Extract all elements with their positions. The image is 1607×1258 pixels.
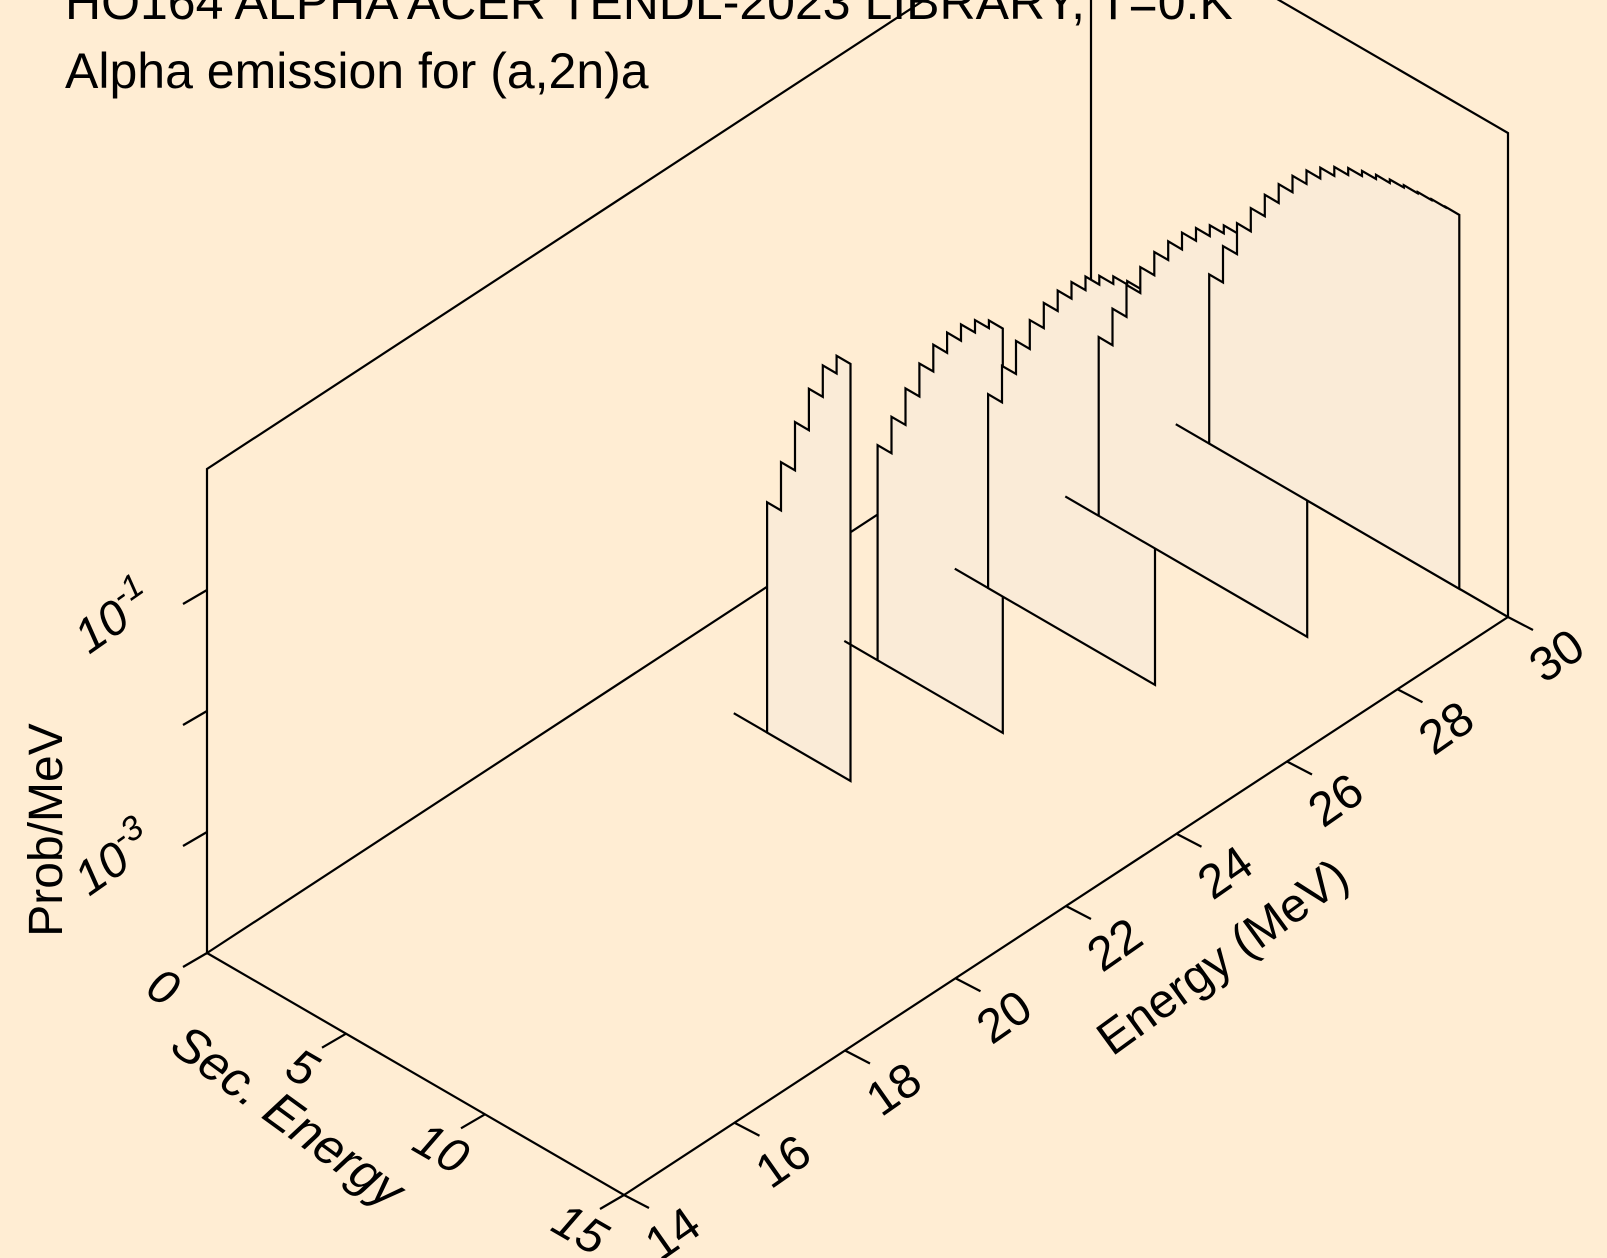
panel-baseline-26 bbox=[954, 567, 989, 590]
y-tick-label-10: 10 bbox=[404, 1113, 477, 1186]
panel-baseline-24 bbox=[843, 640, 879, 662]
x-tick-16 bbox=[733, 1121, 761, 1137]
x-tick-label-16: 16 bbox=[747, 1125, 821, 1199]
x-tick-20 bbox=[954, 977, 982, 993]
y-tick-label-0: 0 bbox=[138, 958, 188, 1017]
x-tick-22 bbox=[1065, 905, 1092, 920]
x-tick-28 bbox=[1396, 688, 1424, 704]
chart-title-line1: HO164 ALPHA ACER TENDL-2023 LIBRARY, T=0… bbox=[65, 0, 1233, 30]
x-tick-18 bbox=[844, 1049, 871, 1065]
z-tick-label-1: 10-1 bbox=[60, 566, 163, 664]
y-tick-label-15: 15 bbox=[543, 1193, 616, 1258]
z-tick--1 bbox=[182, 589, 208, 605]
right-wall bbox=[1276, 0, 1510, 617]
y-tick-5 bbox=[321, 1032, 347, 1049]
panel-baseline-28 bbox=[1064, 495, 1100, 517]
y-tick-10 bbox=[460, 1113, 486, 1130]
chart-title-line2: Alpha emission for (a,2n)a bbox=[65, 43, 649, 99]
x-tick-label-28: 28 bbox=[1410, 692, 1484, 766]
y-axis-label: Sec. Energy bbox=[161, 1014, 417, 1221]
x-tick-26 bbox=[1286, 760, 1313, 776]
x-tick-label-20: 20 bbox=[968, 981, 1042, 1055]
x-tick-label-24: 24 bbox=[1189, 836, 1263, 910]
spectrum-panel-30 bbox=[1208, 164, 1461, 591]
z-axis-label: Prob/MeV bbox=[20, 723, 73, 936]
x-tick-label-18: 18 bbox=[857, 1053, 931, 1127]
spectrum-panel-24 bbox=[876, 318, 1004, 735]
y-tick-15 bbox=[599, 1194, 625, 1210]
spectrum-panel-22 bbox=[765, 353, 852, 783]
z-tick-label-0: 10-3 bbox=[60, 808, 164, 906]
z-tick--2 bbox=[182, 710, 208, 726]
y-tick-0 bbox=[182, 952, 208, 968]
data-panels bbox=[733, 164, 1461, 783]
x-tick-label-30: 30 bbox=[1520, 619, 1594, 693]
x-tick-label-26: 26 bbox=[1299, 764, 1373, 838]
x-tick-label-22: 22 bbox=[1078, 908, 1152, 982]
panel-baseline-30 bbox=[1175, 423, 1210, 445]
x-tick-14 bbox=[623, 1194, 650, 1209]
x-tick-30 bbox=[1507, 616, 1534, 631]
panel-baseline-22 bbox=[733, 712, 768, 734]
x-tick-24 bbox=[1175, 832, 1203, 848]
z-tick--3 bbox=[182, 831, 208, 847]
